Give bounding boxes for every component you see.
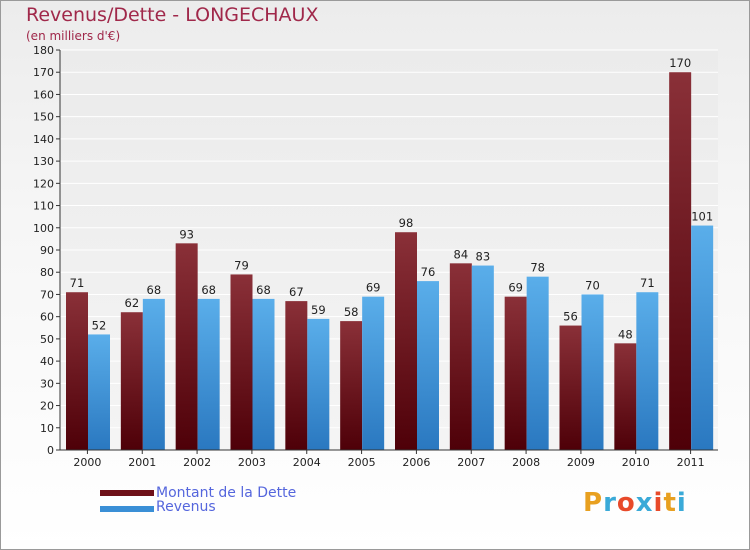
bar-dette [120,312,143,450]
bar-revenus [142,298,165,450]
y-tick-label: 60 [40,311,54,324]
proxiti-logo: Proxiti [583,488,687,518]
y-tick-label: 20 [40,400,54,413]
data-label: 79 [234,258,249,272]
logo-letter: i [653,488,664,518]
y-tick-label: 120 [33,177,54,190]
bar-dette [230,274,253,450]
x-tick-label: 2004 [293,456,321,469]
bar-dette [340,321,363,450]
bar-revenus [636,292,659,450]
y-tick-label: 160 [33,88,54,101]
chart-title: Revenus/Dette - LONGECHAUX [26,4,319,26]
data-label: 69 [508,281,523,295]
bar-revenus [307,318,330,450]
data-label: 48 [618,327,633,341]
x-tick-label: 2009 [567,456,595,469]
bar-revenus [691,225,714,450]
bar-revenus [581,294,604,450]
data-label: 68 [201,283,216,297]
data-label: 78 [530,261,545,275]
x-tick-label: 2011 [677,456,705,469]
x-tick-label: 2003 [238,456,266,469]
data-label: 67 [289,285,304,299]
bar-revenus [526,276,549,450]
data-label: 56 [563,310,578,324]
bar-dette [449,263,472,450]
bar-dette [395,232,417,450]
data-label: 68 [256,283,271,297]
data-label: 170 [669,56,691,70]
data-label: 76 [421,265,436,279]
bar-dette [669,72,692,450]
y-tick-label: 110 [33,200,54,213]
x-tick-label: 2000 [73,456,101,469]
legend-swatch-dette [100,490,154,496]
y-tick-label: 70 [40,288,54,301]
y-tick-label: 130 [33,155,54,168]
bar-revenus [88,334,110,450]
bar-dette [504,296,527,450]
x-tick-label: 2008 [512,456,540,469]
y-tick-label: 140 [33,133,54,146]
x-tick-label: 2006 [402,456,430,469]
data-label: 69 [366,281,381,295]
y-tick-label: 170 [33,66,54,79]
data-label: 71 [70,276,85,290]
chart-subtitle: (en milliers d'€) [26,29,121,43]
data-label: 52 [92,318,107,332]
logo-letter: P [583,488,604,518]
logo-letter: x [635,488,654,518]
bar-dette [614,343,637,450]
data-label: 59 [311,303,326,317]
x-tick-label: 2005 [348,456,376,469]
bar-revenus [362,296,385,450]
bar-revenus [197,298,220,450]
bar-revenus [417,281,439,450]
x-tick-label: 2007 [457,456,485,469]
data-label: 62 [125,296,140,310]
y-tick-label: 100 [33,222,54,235]
y-tick-label: 10 [40,422,54,435]
data-label: 70 [585,278,600,292]
x-tick-label: 2001 [128,456,156,469]
logo-letter: i [676,488,687,518]
y-tick-label: 40 [40,355,54,368]
bar-dette [175,243,198,450]
data-label: 84 [454,247,469,261]
data-label: 83 [476,250,491,264]
legend-swatch-revenus [100,506,154,512]
bar-dette [559,325,582,450]
data-label: 58 [344,305,359,319]
y-tick-label: 0 [47,444,54,457]
bar-dette [66,292,88,450]
y-tick-label: 150 [33,111,54,124]
bar-revenus [252,298,275,450]
logo-letter: r [603,488,617,518]
data-label: 93 [179,227,194,241]
data-label: 98 [399,216,414,230]
legend-label-revenus: Revenus [156,499,216,515]
x-tick-label: 2002 [183,456,211,469]
logo-letter: t [663,488,677,518]
bar-dette [285,301,308,450]
x-tick-label: 2010 [622,456,650,469]
bar-revenus [471,265,494,450]
y-tick-label: 180 [33,44,54,57]
y-tick-label: 30 [40,377,54,390]
legend-label-dette: Montant de la Dette [156,485,297,501]
data-label: 101 [691,210,713,224]
y-tick-label: 80 [40,266,54,279]
data-label: 71 [640,276,655,290]
data-label: 68 [147,283,162,297]
y-tick-label: 50 [40,333,54,346]
y-tick-label: 90 [40,244,54,257]
logo-letter: o [616,488,636,518]
